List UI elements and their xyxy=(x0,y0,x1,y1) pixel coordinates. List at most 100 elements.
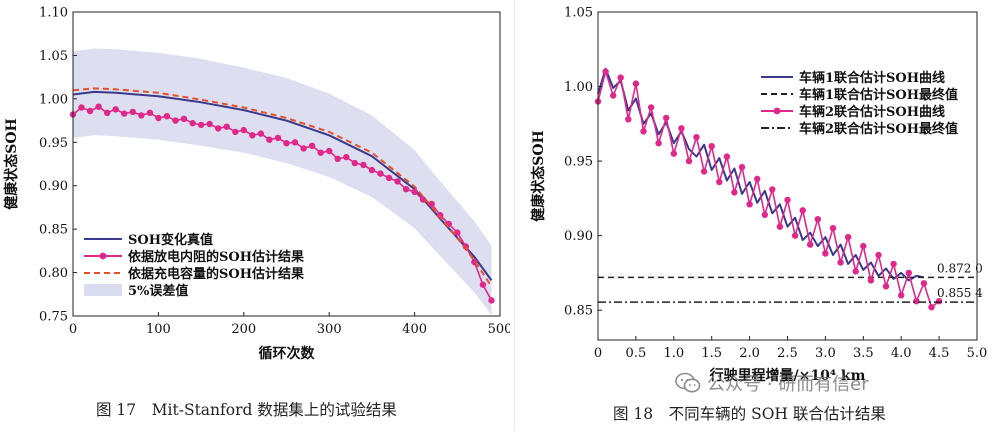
series-1-point xyxy=(300,145,307,152)
series-2-point xyxy=(693,134,700,141)
series-2-point xyxy=(761,211,768,218)
y-tick-label: 1.05 xyxy=(39,49,68,64)
y-tick-label: 0.85 xyxy=(564,304,593,319)
series-2-point xyxy=(738,163,746,171)
series-1-point xyxy=(479,281,487,288)
x-axis-label: 行驶里程增量/×10⁴ km xyxy=(709,367,866,384)
y-axis-label: 健康状态SOH xyxy=(530,130,547,222)
legend-item: 车辆1联合估计SOH最终值 xyxy=(761,87,958,103)
y-tick-label: 1.10 xyxy=(39,6,68,21)
y-tick-label: 1.00 xyxy=(39,92,68,107)
figure-17: 0 100 200 300 400 500 0.75 0.80 0.85 0.90 0.95 1.00… xyxy=(3,6,512,420)
series-1-point xyxy=(146,109,154,117)
legend-item: 车辆2联合估计SOH最终值 xyxy=(761,121,958,137)
legend-marker xyxy=(773,107,781,115)
series-1-point xyxy=(377,170,384,177)
x-tick-label: 400 xyxy=(402,322,427,337)
series-1-point xyxy=(138,112,145,119)
legend-label: 车辆1联合估计SOH曲线 xyxy=(799,70,945,86)
series-1-point xyxy=(121,110,128,117)
x-tick-label: 2.5 xyxy=(777,346,798,361)
series-1-point xyxy=(326,147,333,155)
series-1-point xyxy=(291,139,299,146)
y-tick-label: 0.85 xyxy=(39,223,68,238)
series-2-point xyxy=(655,140,662,147)
legend-item: 车辆2联合估计SOH曲线 xyxy=(761,104,945,120)
legend-label: 依据充电容量的SOH估计结果 xyxy=(128,266,304,282)
series-1-point xyxy=(454,229,461,236)
series-1-point xyxy=(249,132,256,139)
legend-item: 依据充电容量的SOH估计结果 xyxy=(84,266,304,282)
y-tick-label: 0.80 xyxy=(39,266,68,281)
series-1-point xyxy=(215,125,222,132)
series-1-point xyxy=(368,166,376,174)
series-2-point xyxy=(700,168,708,175)
series-1-point xyxy=(223,123,230,130)
series-2-point xyxy=(602,68,609,75)
series-1-point xyxy=(360,161,367,169)
legend-marker xyxy=(99,252,107,260)
series-2-point xyxy=(807,241,814,248)
x-axis-label: 循环次数 xyxy=(259,345,316,362)
series-1-point xyxy=(78,104,85,111)
soh-mileage-chart: 0.872 0 0.855 4 0 0.5 1.0 1.5 2.0 2.5 3.0 3.5 4.0 4… xyxy=(530,6,987,385)
series-1-point xyxy=(189,120,196,127)
series-2-point xyxy=(860,242,867,250)
series-2-point xyxy=(905,269,912,277)
series-1-point xyxy=(437,212,444,219)
series-2-point xyxy=(716,178,723,186)
series-2-point xyxy=(822,250,829,257)
series-2-point xyxy=(844,233,852,241)
figure-18: 0.872 0 0.855 4 0 0.5 1.0 1.5 2.0 2.5 3.0 3.5 4.0 4… xyxy=(525,0,1005,429)
series-2-point xyxy=(913,298,920,305)
y-tick-label: 1.05 xyxy=(564,6,593,21)
series-2-point xyxy=(799,207,806,214)
series-1-point xyxy=(385,174,393,182)
series-1-point xyxy=(266,136,273,143)
x-tick-label: 500 xyxy=(488,322,510,337)
soh-cycle-chart: 0 100 200 300 400 500 0.75 0.80 0.85 0.90 0.95 1.00… xyxy=(3,6,512,363)
series-1-point xyxy=(343,153,350,161)
series-2-point xyxy=(769,186,776,193)
x-tick-label: 4.5 xyxy=(929,346,950,361)
legend-label: 车辆1联合估计SOH最终值 xyxy=(799,87,958,103)
y-tick-label: 0.90 xyxy=(39,179,68,194)
series-2-point xyxy=(723,153,731,160)
x-tick-label: 3.5 xyxy=(853,346,874,361)
figure-17-caption: 图 17 Mit-Stanford 数据集上的试验结果 xyxy=(96,401,397,419)
series-2-point xyxy=(928,304,935,311)
series-1-point xyxy=(488,297,495,304)
x-tick-label: 4.0 xyxy=(891,346,912,361)
x-tick-label: 1.0 xyxy=(663,346,684,361)
legend-label: 车辆2联合估计SOH最终值 xyxy=(799,121,958,137)
series-1-point xyxy=(197,121,205,129)
x-tick-label: 200 xyxy=(231,322,256,337)
series-1-point xyxy=(394,178,401,185)
series-1-point xyxy=(428,200,435,208)
series-2-point xyxy=(890,260,897,268)
x-tick-label: 0 xyxy=(69,322,77,337)
series-1-point xyxy=(129,108,136,116)
y-tick-label: 0.95 xyxy=(564,155,593,170)
figure-18-caption: 图 18 不同车辆的 SOH 联合估计结果 xyxy=(613,405,886,423)
legend-label: 车辆2联合估计SOH曲线 xyxy=(799,104,945,120)
series-1-point xyxy=(402,186,410,193)
plot-frame xyxy=(72,11,501,317)
series-2-point xyxy=(632,80,640,87)
series-2-point xyxy=(898,292,905,299)
series-2-point xyxy=(837,259,844,266)
series-1-point xyxy=(95,103,102,110)
wechat-icon xyxy=(675,372,701,393)
series-1-point xyxy=(163,113,171,120)
watermark-text: 公众号 · 研而有信er xyxy=(707,374,869,395)
x-tick-label: 2.0 xyxy=(739,346,760,361)
series-1-point xyxy=(283,140,290,147)
series-2-point xyxy=(663,114,670,122)
series-1-point xyxy=(308,142,316,149)
series-2-point xyxy=(829,225,837,232)
series-1-point xyxy=(419,196,427,203)
series-2-point xyxy=(920,280,928,287)
series-2-line xyxy=(597,70,940,308)
legend-label: 5%误差值 xyxy=(128,283,188,299)
series-2-point xyxy=(814,216,821,223)
